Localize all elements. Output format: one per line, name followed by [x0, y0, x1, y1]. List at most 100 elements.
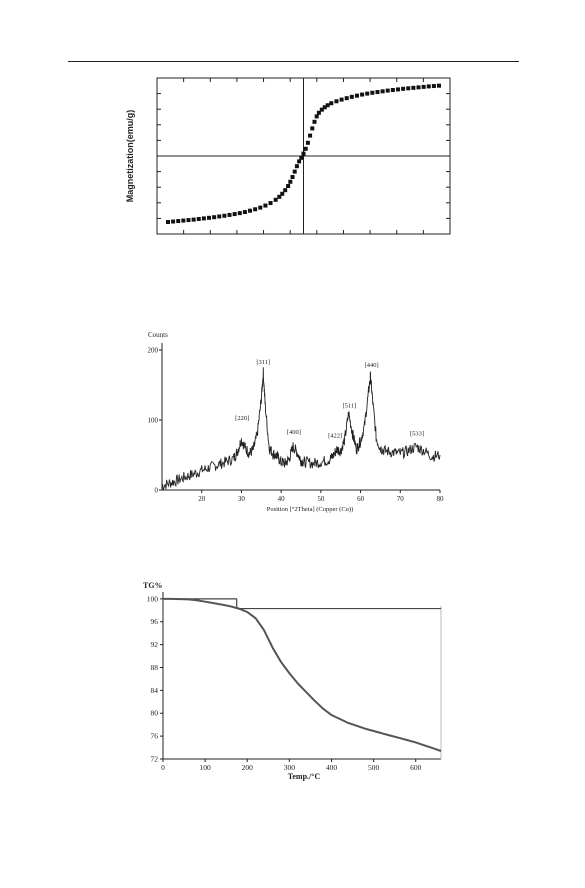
data-point — [406, 86, 411, 91]
peak-labels: [220] [311] [400] [422] [511] [440] [533] — [235, 359, 424, 440]
mass-loss-curve — [163, 597, 442, 752]
x-tick-label: 70 — [397, 495, 405, 503]
data-point — [319, 107, 324, 112]
peak-label: [311] — [256, 359, 270, 366]
data-point — [322, 105, 327, 110]
reference-lines — [163, 598, 441, 610]
data-point — [263, 203, 268, 208]
peak-label: [533] — [410, 430, 424, 437]
axis-ticks: 0 100 200 300 400 500 600 100 96 92 88 84 80 76 72 — [147, 594, 422, 772]
data-point — [258, 205, 263, 210]
data-point — [299, 155, 304, 160]
data-point — [401, 86, 406, 91]
magnetization-chart: Magnetization(emu/g) — [125, 77, 451, 235]
data-point — [360, 92, 365, 97]
data-point — [380, 89, 385, 94]
data-point — [334, 99, 339, 104]
x-tick-label: 40 — [278, 495, 286, 503]
data-point — [329, 101, 334, 106]
data-point — [292, 169, 297, 174]
data-point — [196, 217, 201, 221]
page-header-rule — [68, 61, 519, 62]
data-point — [253, 207, 258, 212]
data-point — [227, 212, 232, 217]
data-point — [176, 219, 181, 224]
data-point — [237, 211, 242, 216]
data-point — [201, 216, 206, 221]
diffraction-trace — [161, 367, 441, 492]
data-point — [280, 191, 285, 196]
data-point — [344, 96, 349, 101]
data-point — [437, 83, 442, 88]
data-point — [354, 93, 359, 98]
data-point — [305, 140, 310, 145]
y-tick-label: 100 — [147, 594, 159, 603]
data-point — [431, 84, 436, 89]
data-point — [365, 91, 370, 96]
data-point — [217, 214, 222, 219]
x-tick-label: 50 — [317, 495, 325, 503]
data-point — [290, 175, 295, 179]
x-tick-label: 60 — [357, 495, 365, 503]
axis-ticks: 20 30 40 50 60 70 80 0 100 200 — [148, 347, 445, 504]
x-tick-label: 100 — [199, 763, 211, 772]
data-point — [349, 94, 354, 99]
data-point — [286, 184, 291, 188]
y-axis-label: Magnetization(emu/g) — [125, 110, 135, 203]
data-point — [186, 218, 191, 223]
data-point — [242, 210, 247, 215]
data-point — [288, 179, 293, 184]
data-point — [294, 164, 299, 169]
tick-marks — [157, 78, 450, 234]
y-tick-label: 80 — [151, 709, 159, 718]
data-point — [181, 218, 186, 223]
data-point — [165, 220, 170, 224]
data-point — [303, 146, 308, 151]
data-point — [385, 88, 390, 93]
data-point — [232, 212, 237, 217]
x-tick-label: 600 — [410, 763, 422, 772]
data-point — [395, 87, 400, 92]
data-point — [222, 213, 227, 218]
data-point — [297, 159, 302, 164]
peak-label: [422] — [328, 433, 342, 440]
y-tick-label: 96 — [151, 617, 159, 626]
x-tick-label: 20 — [198, 495, 206, 503]
data-point — [283, 188, 288, 193]
data-point — [421, 84, 426, 89]
x-tick-label: 80 — [437, 495, 445, 503]
data-point — [416, 85, 421, 90]
data-point — [212, 215, 217, 220]
x-tick-label: 400 — [326, 763, 338, 772]
y-tick-label: 92 — [151, 640, 159, 649]
y-tick-label: 84 — [151, 686, 159, 695]
data-points — [165, 83, 442, 224]
x-tick-label: 30 — [238, 495, 246, 503]
peak-label: [440] — [365, 362, 379, 369]
data-point — [375, 90, 380, 95]
data-point — [277, 194, 282, 199]
xrd-chart: Counts 20 30 40 50 60 70 80 0 100 200 [220] [311] [… — [148, 331, 445, 513]
data-point — [191, 217, 196, 222]
data-point — [314, 114, 319, 119]
y-tick-label: 200 — [148, 347, 159, 355]
peak-label: [220] — [235, 415, 249, 422]
data-point — [273, 197, 278, 202]
x-tick-label: 200 — [242, 763, 254, 772]
x-tick-label: 500 — [368, 763, 380, 772]
y-axis-title: Counts — [148, 331, 168, 339]
data-point — [301, 151, 306, 156]
data-point — [316, 110, 321, 115]
data-point — [426, 84, 431, 89]
data-point — [268, 201, 273, 206]
y-tick-label: 100 — [148, 417, 159, 425]
data-point — [310, 126, 315, 131]
data-point — [325, 103, 330, 108]
data-point — [207, 215, 212, 220]
data-point — [390, 88, 395, 92]
data-point — [370, 90, 375, 95]
x-axis-label: Position [°2Theta] (Copper (Cu)) — [267, 506, 354, 513]
peak-label: [400] — [287, 429, 301, 436]
y-tick-label: 0 — [155, 487, 159, 495]
data-point — [171, 219, 176, 224]
